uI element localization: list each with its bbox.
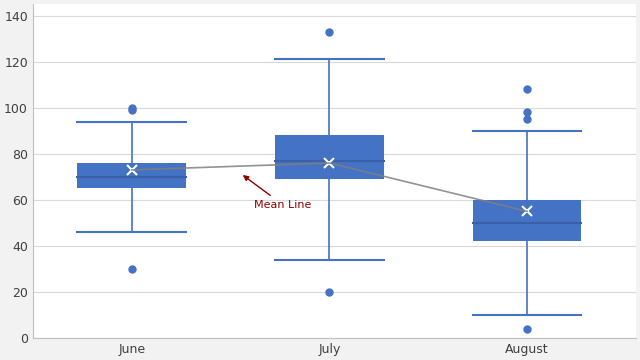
Text: Mean Line: Mean Line (244, 176, 312, 210)
Bar (275, 135, 384, 179)
Bar (77, 163, 186, 188)
Bar (473, 200, 582, 241)
